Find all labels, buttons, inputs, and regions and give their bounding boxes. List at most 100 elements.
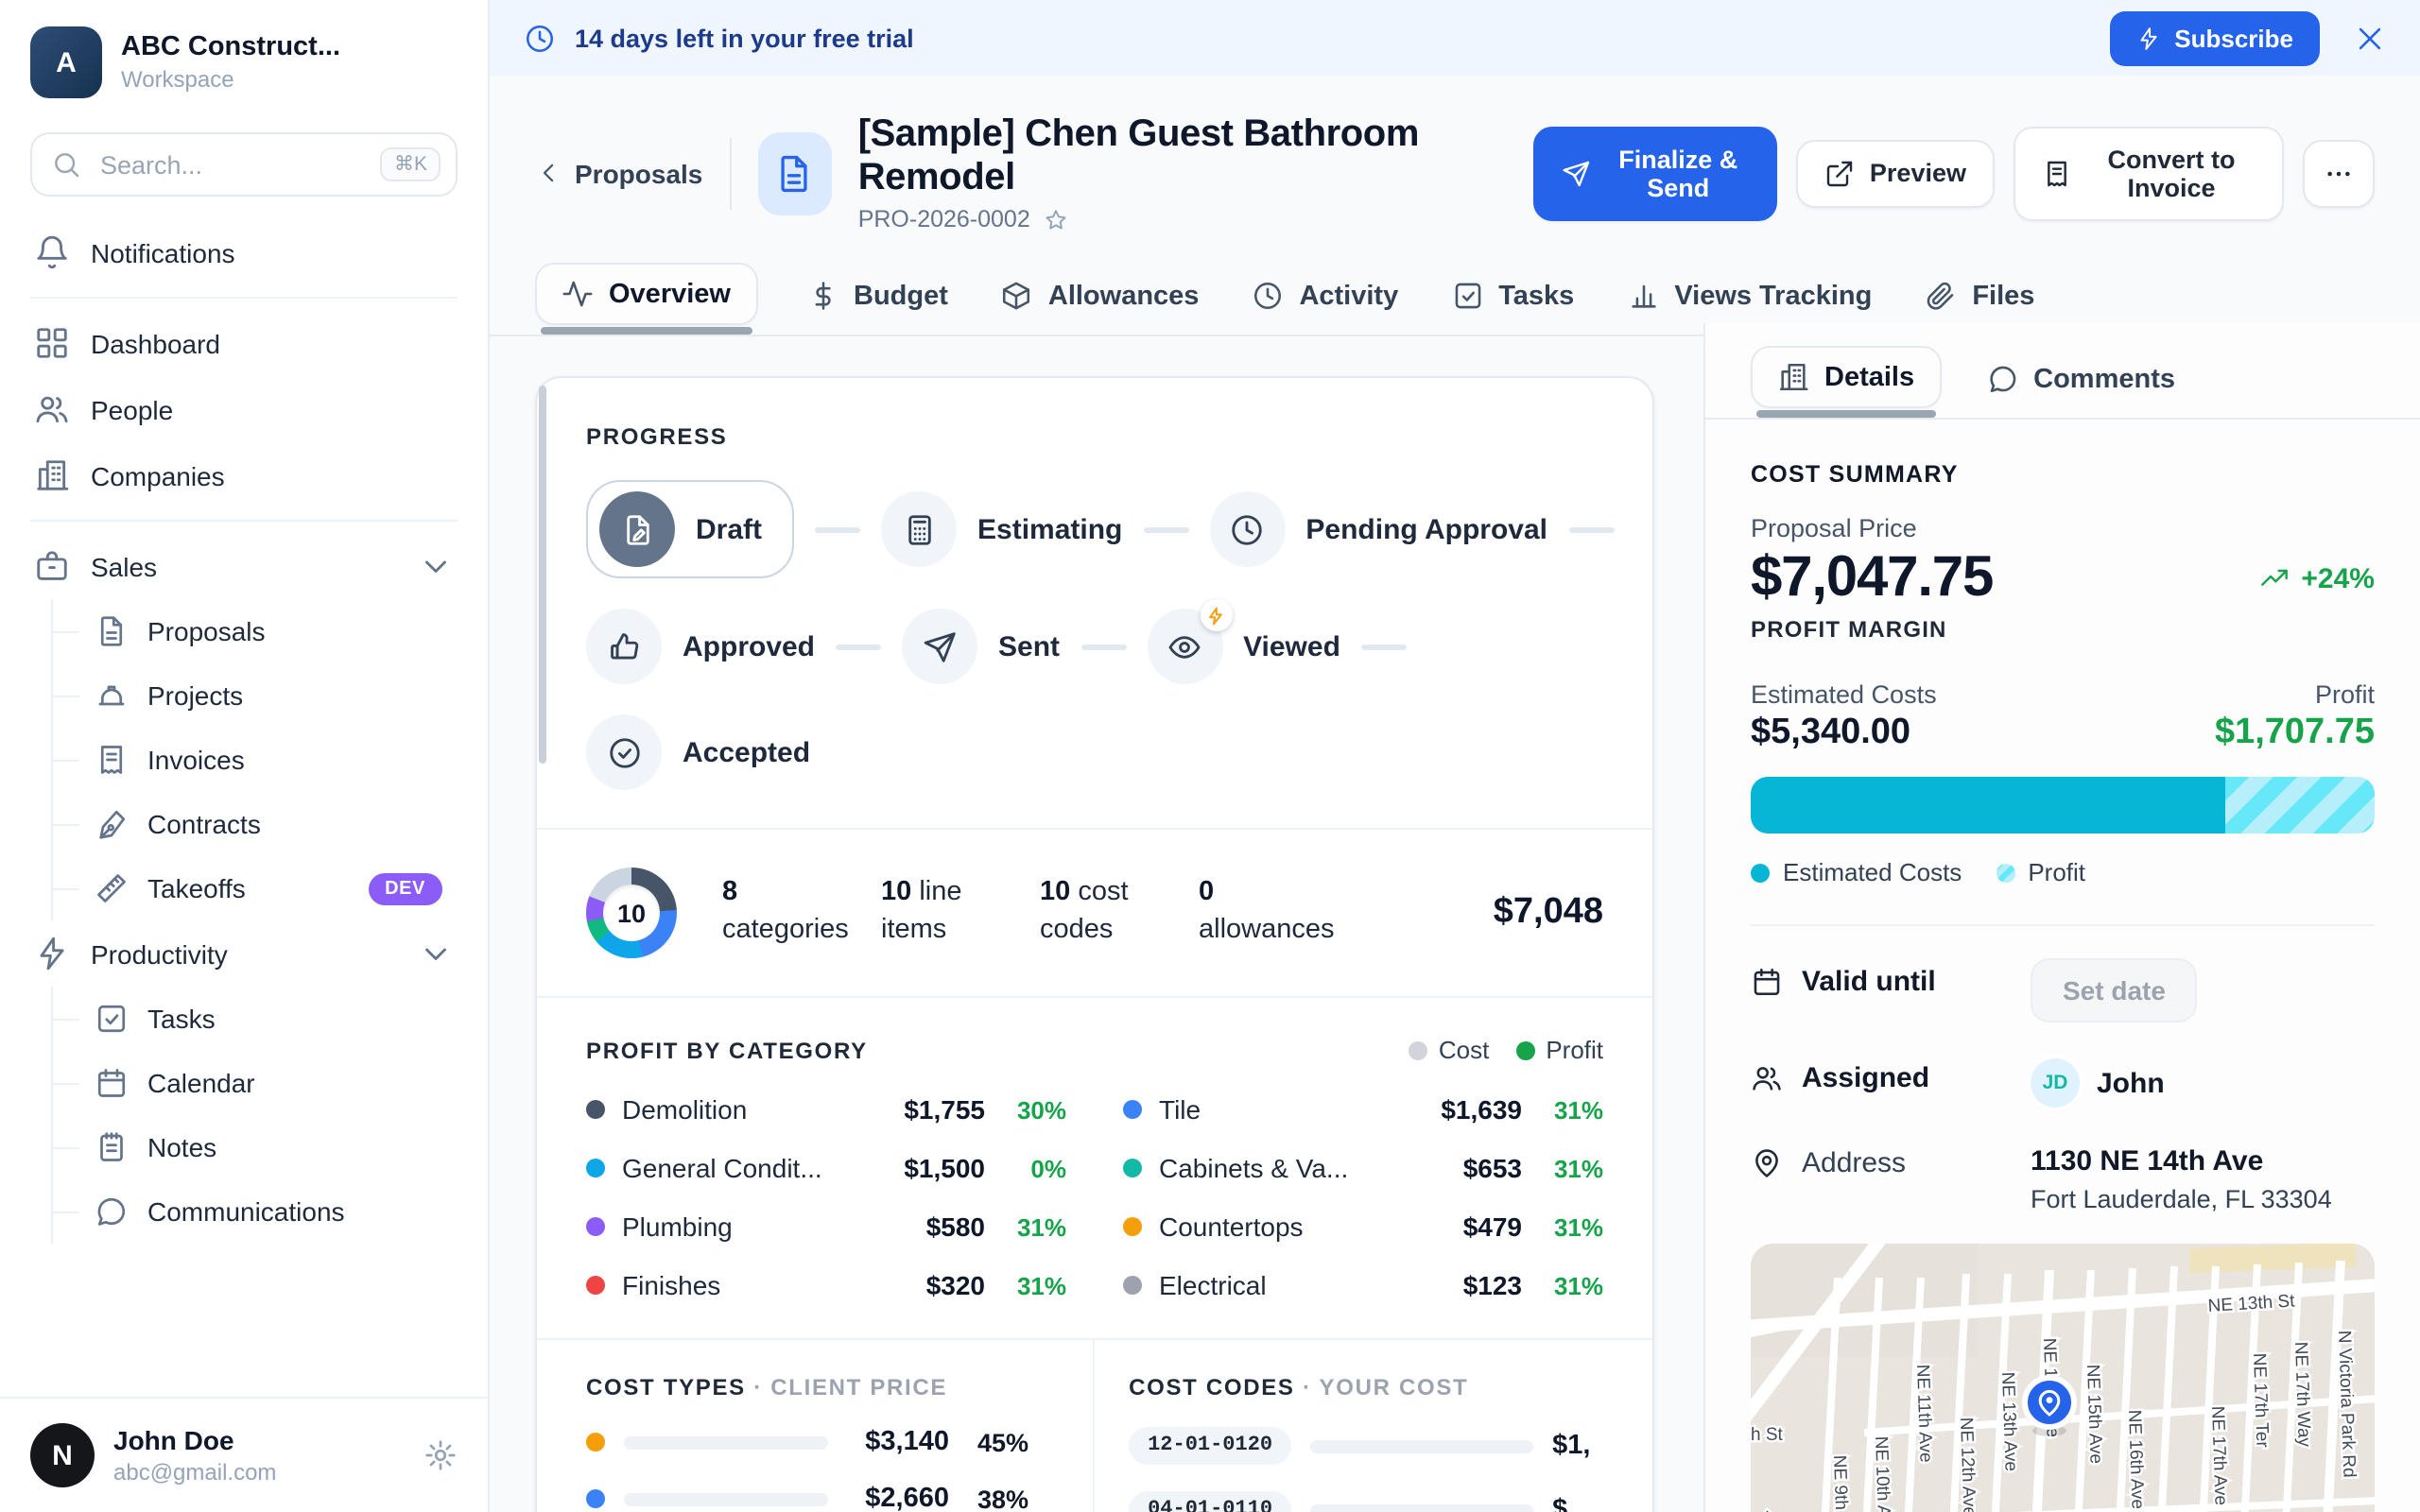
sidebar-item-label: Companies <box>91 460 225 490</box>
donut-value: 10 <box>586 868 677 958</box>
overview-card: PROGRESS Draft Estimating <box>535 376 1654 1512</box>
page-title: [Sample] Chen Guest Bathroom Remodel <box>858 113 1508 200</box>
sidebar-item-companies[interactable]: Companies <box>15 442 473 508</box>
address-line1: 1130 NE 14th Ave <box>2031 1140 2332 1177</box>
sidebar-item-label: Calendar <box>147 1068 255 1098</box>
receipt-icon <box>2042 158 2072 188</box>
sidebar-group-productivity[interactable]: Productivity <box>15 920 473 987</box>
check-square-icon <box>1451 280 1483 312</box>
sidebar-item-takeoffs[interactable]: Takeoffs DEV <box>53 856 473 920</box>
stage-estimating[interactable]: Estimating <box>881 491 1122 567</box>
trending-up-icon <box>2259 563 2290 593</box>
preview-button[interactable]: Preview <box>1796 139 1995 207</box>
stage-approved[interactable]: Approved <box>586 609 815 684</box>
gear-icon[interactable] <box>424 1438 458 1472</box>
stage-label: Viewed <box>1243 630 1340 662</box>
user-menu[interactable]: N John Doe abc@gmail.com <box>0 1397 488 1512</box>
tab-overview[interactable]: Overview <box>535 263 757 325</box>
stat-line-items: 10 line items <box>881 876 994 950</box>
category-dot <box>586 1276 605 1295</box>
cost-types-section: COST TYPES · CLIENT PRICE $3,140 45% <box>537 1340 1093 1512</box>
search-icon <box>51 149 81 180</box>
cost-type-dot <box>586 1489 605 1508</box>
tab-comments[interactable]: Comments <box>1982 363 2179 418</box>
set-date-button[interactable]: Set date <box>2031 958 2198 1022</box>
category-dot <box>586 1159 605 1177</box>
close-icon[interactable] <box>2354 22 2386 54</box>
category-dot <box>586 1217 605 1236</box>
stage-draft[interactable]: Draft <box>586 480 794 578</box>
stage-viewed[interactable]: Viewed <box>1147 609 1340 684</box>
card-scrollbar[interactable] <box>539 386 546 764</box>
stage-pending-approval[interactable]: Pending Approval <box>1209 491 1547 567</box>
calendar-icon <box>1751 966 1783 998</box>
stage-label: Estimating <box>977 513 1122 545</box>
valid-until-row: Valid until Set date <box>1751 958 2375 1022</box>
sidebar-group-label: Productivity <box>91 938 228 969</box>
check-circle-icon <box>606 734 642 770</box>
street-label: NE 17th Ter <box>2249 1352 2273 1448</box>
category-row: General Condit... $1,500 0% <box>586 1153 1066 1183</box>
category-dot <box>1123 1100 1142 1119</box>
stage-label: Accepted <box>683 736 810 768</box>
tab-details[interactable]: Details <box>1751 346 1941 408</box>
stat-categories: 8 categories <box>722 876 836 950</box>
progress-row-2: Approved Sent <box>586 609 1603 684</box>
sidebar-item-label: Dashboard <box>91 328 220 358</box>
stage-label: Approved <box>683 630 815 662</box>
street-label: NE 9th Ave <box>1829 1454 1852 1512</box>
stage-accepted[interactable]: Accepted <box>586 714 810 790</box>
profit-bar-segment <box>2225 777 2375 833</box>
sidebar-group-sales[interactable]: Sales <box>15 533 473 599</box>
finalize-send-button[interactable]: Finalize & Send <box>1534 126 1777 220</box>
sidebar-item-invoices[interactable]: Invoices <box>53 728 473 792</box>
assignee[interactable]: JD John <box>2031 1055 2165 1108</box>
street-label: NE 17th Way <box>2290 1341 2314 1447</box>
pen-nib-icon <box>95 807 129 841</box>
category-row: Countertops $479 31% <box>1123 1211 1603 1242</box>
convert-to-invoice-button[interactable]: Convert to Invoice <box>2014 126 2284 220</box>
category-row: Electrical $123 31% <box>1123 1270 1603 1300</box>
tab-label: Allowances <box>1048 281 1200 311</box>
external-link-icon <box>1824 158 1855 188</box>
sidebar-item-label: Proposals <box>147 616 266 646</box>
app-window: A ABC Construct... Workspace ⌘K Notifica… <box>0 0 2420 1512</box>
sidebar-item-tasks[interactable]: Tasks <box>53 987 473 1051</box>
map[interactable]: NE 13th St h St Dr NE 9th Ave NE 10th Av… <box>1751 1244 2375 1512</box>
more-actions-button[interactable] <box>2303 139 2375 207</box>
breadcrumb-back[interactable]: Proposals <box>535 158 702 188</box>
divider <box>537 996 1652 998</box>
overview-scroll-area[interactable]: PROGRESS Draft Estimating <box>490 323 1703 1512</box>
category-dot <box>1123 1217 1142 1236</box>
sidebar-item-dashboard[interactable]: Dashboard <box>15 310 473 376</box>
user-avatar: N <box>30 1423 95 1487</box>
sidebar-item-notes[interactable]: Notes <box>53 1115 473 1179</box>
sidebar-item-communications[interactable]: Communications <box>53 1179 473 1244</box>
proposal-file-icon <box>95 614 129 648</box>
sidebar-item-notifications[interactable]: Notifications <box>15 219 473 285</box>
costs-legend-dot <box>1751 863 1770 882</box>
subscribe-button[interactable]: Subscribe <box>2110 10 2320 65</box>
street-label: NE 12th Ave <box>1956 1417 1979 1512</box>
costs-profit-bar <box>1751 777 2375 833</box>
search-input[interactable] <box>96 148 366 180</box>
sidebar-item-calendar[interactable]: Calendar <box>53 1051 473 1115</box>
workspace-switcher[interactable]: A ABC Construct... Workspace <box>0 0 488 117</box>
street-label: NE 10th Ave <box>1871 1435 1894 1512</box>
profit-legend-dot <box>1515 1040 1534 1059</box>
workspace-name: ABC Construct... <box>121 32 340 65</box>
sidebar-item-projects[interactable]: Projects <box>53 663 473 728</box>
proposal-type-badge <box>757 131 832 215</box>
sidebar-item-contracts[interactable]: Contracts <box>53 792 473 856</box>
sidebar-item-label: People <box>91 394 173 424</box>
favorite-star-icon[interactable] <box>1044 207 1068 232</box>
chevron-down-icon <box>418 548 454 584</box>
document-icon <box>773 152 815 194</box>
search-box[interactable]: ⌘K <box>30 132 458 197</box>
sidebar-item-people[interactable]: People <box>15 376 473 442</box>
sidebar-item-proposals[interactable]: Proposals <box>53 599 473 663</box>
sidebar-item-label: Notifications <box>91 237 235 267</box>
divider <box>30 520 458 522</box>
stage-sent[interactable]: Sent <box>902 609 1060 684</box>
legend-label: Profit <box>2028 858 2085 886</box>
